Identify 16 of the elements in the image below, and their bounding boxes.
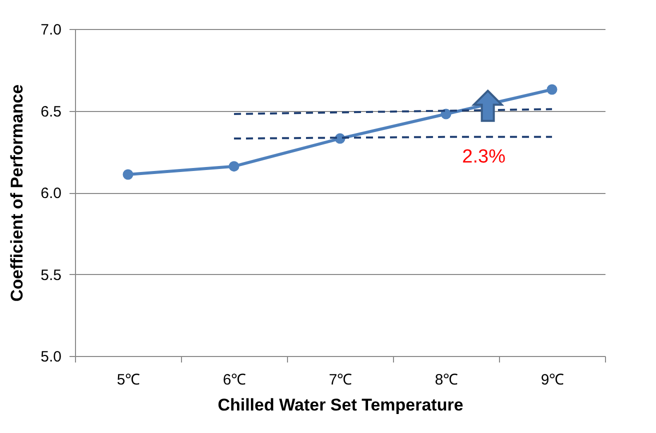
annotation: 2.3% xyxy=(462,146,506,168)
y-tick-label: 7.0 xyxy=(40,22,62,38)
x-tick-label: 6℃ xyxy=(222,372,246,388)
point xyxy=(228,161,240,172)
x-tick-label: 7℃ xyxy=(328,372,352,388)
x-tick-label: 5℃ xyxy=(116,372,140,388)
y-tick-label: 5.0 xyxy=(40,348,62,366)
x-axis-title: Chilled Water Set Temperature xyxy=(218,396,464,414)
y-tick-label: 5.5 xyxy=(40,266,62,284)
y-axis-title: Coefficient of Performance xyxy=(8,84,27,302)
x-tick-label: 9℃ xyxy=(540,372,564,388)
point xyxy=(122,169,134,180)
y-tick-label: 6.5 xyxy=(40,103,62,120)
y-tick-label: 6.0 xyxy=(40,185,62,202)
x-tick-label: 8℃ xyxy=(434,372,458,388)
point xyxy=(546,84,558,95)
